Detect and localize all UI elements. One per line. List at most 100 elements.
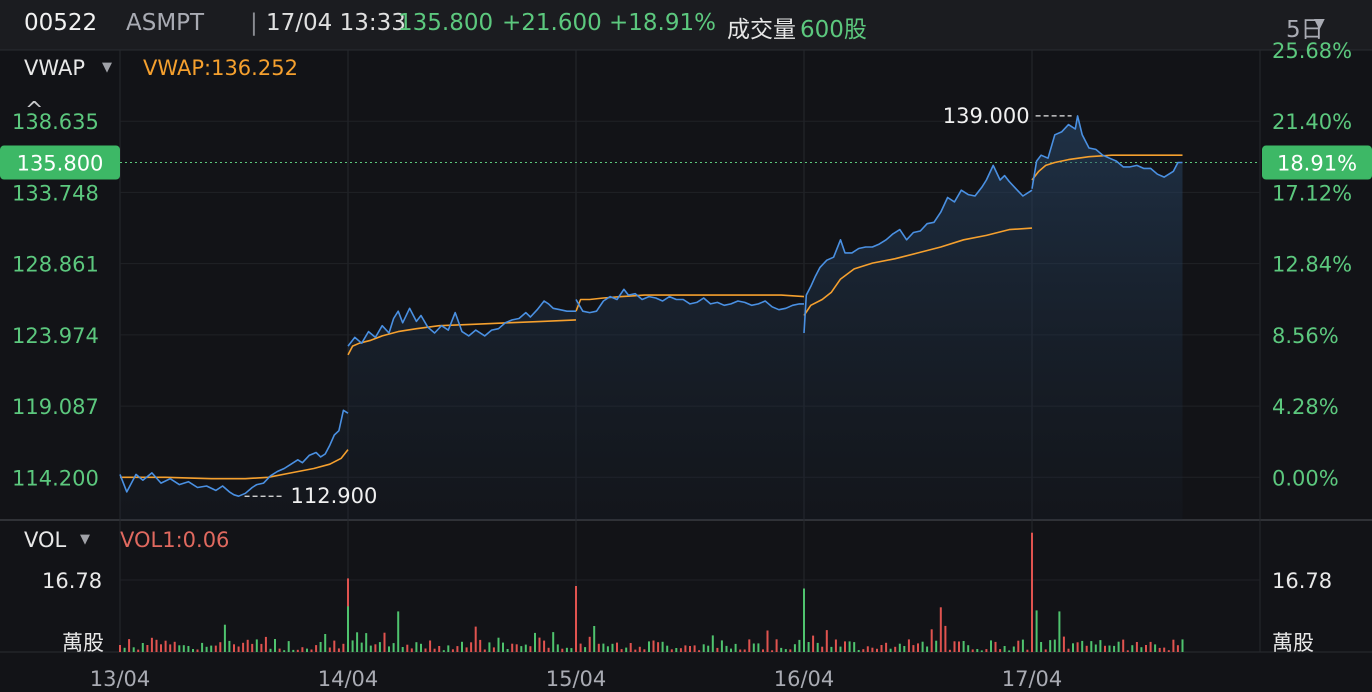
volume-bars bbox=[119, 532, 1184, 652]
volume-bar bbox=[223, 624, 226, 652]
period-selector[interactable]: 5日 bbox=[1286, 17, 1324, 43]
volume-bar bbox=[1053, 639, 1056, 652]
volume-bar bbox=[666, 645, 669, 652]
collapse-icon[interactable]: ^ bbox=[25, 98, 44, 123]
volume-bar bbox=[306, 648, 308, 652]
volume-bar bbox=[1003, 646, 1006, 652]
volume-bar bbox=[420, 643, 422, 652]
last-price: 135.800 bbox=[398, 10, 494, 36]
volume-bar bbox=[182, 645, 185, 652]
volume-bar bbox=[575, 586, 577, 652]
vwap-value: VWAP:136.252 bbox=[143, 56, 298, 80]
volume-bar bbox=[898, 643, 901, 652]
volume-bar bbox=[365, 633, 368, 652]
volume-bar bbox=[237, 646, 240, 652]
volume-bar bbox=[634, 649, 637, 652]
volume-bar bbox=[369, 645, 372, 652]
volume-bar bbox=[1044, 649, 1047, 652]
volume-bar bbox=[538, 637, 541, 652]
volume-bar bbox=[502, 642, 504, 652]
pct-tick-label: 17.12% bbox=[1272, 181, 1352, 205]
price-tick-label: 128.861 bbox=[12, 253, 99, 277]
volume-bar bbox=[388, 646, 390, 652]
pct-tick-label: 25.68% bbox=[1272, 39, 1352, 63]
current-price-badge bbox=[0, 145, 120, 180]
volume-bar bbox=[720, 640, 723, 652]
volume-bar bbox=[1076, 642, 1079, 652]
volume-bar bbox=[935, 640, 938, 652]
volume-bar bbox=[1021, 639, 1024, 652]
volume-indicator-selector[interactable]: VOL bbox=[24, 528, 67, 552]
volume-bar bbox=[1049, 640, 1052, 652]
vwap-line bbox=[120, 449, 349, 480]
x-tick-label: 14/04 bbox=[318, 667, 379, 691]
volume-bar bbox=[228, 640, 231, 652]
volume-bar bbox=[739, 649, 742, 652]
vol-tick-label-right: 16.78 bbox=[1272, 569, 1332, 593]
price-line bbox=[347, 300, 576, 347]
vol-tick-label: 16.78 bbox=[42, 569, 102, 593]
volume-bar bbox=[661, 641, 664, 652]
volume-bar bbox=[351, 640, 354, 652]
volume-bar bbox=[853, 642, 856, 652]
volume-bar bbox=[725, 645, 728, 652]
price-line bbox=[1031, 115, 1183, 189]
volume-bar bbox=[392, 643, 395, 652]
volume-bar bbox=[214, 645, 217, 652]
volume-bar bbox=[1135, 642, 1138, 652]
volume-bar bbox=[894, 646, 897, 652]
volume-bar bbox=[515, 644, 518, 652]
volume-bar bbox=[488, 642, 491, 652]
volume-bar bbox=[953, 641, 956, 652]
current-pct-badge bbox=[1262, 145, 1372, 180]
volume-bar bbox=[356, 632, 359, 652]
volume-bar bbox=[319, 642, 322, 652]
chevron-down-icon[interactable]: ▼ bbox=[1314, 16, 1325, 32]
chevron-down-icon[interactable]: ▼ bbox=[102, 60, 112, 75]
vol-unit-label-right: 萬股 bbox=[1272, 631, 1314, 655]
volume-bar bbox=[492, 647, 495, 652]
volume-bar bbox=[561, 648, 564, 652]
volume-bar bbox=[684, 645, 687, 652]
volume-bar bbox=[465, 647, 468, 652]
volume-bar bbox=[825, 630, 828, 652]
price-tick-label: 123.974 bbox=[12, 324, 99, 348]
volume-bar bbox=[410, 648, 413, 652]
min-price-label: 112.900 bbox=[291, 484, 378, 508]
volume-bar bbox=[679, 648, 682, 652]
volume-bar bbox=[620, 649, 623, 652]
volume-bar bbox=[534, 632, 536, 652]
volume-bar bbox=[976, 649, 979, 652]
volume-bar bbox=[342, 643, 345, 652]
volume-bar bbox=[543, 640, 546, 652]
volume-bar bbox=[743, 649, 746, 652]
volume-bar bbox=[821, 646, 824, 652]
volume-bar bbox=[246, 639, 249, 652]
volume-bar bbox=[689, 646, 691, 652]
volume-bar bbox=[278, 648, 281, 652]
volume-bar bbox=[1108, 645, 1111, 652]
chevron-down-icon[interactable]: ▼ bbox=[80, 532, 90, 547]
volume-bar bbox=[497, 637, 500, 652]
volume-bar bbox=[461, 641, 463, 652]
volume-bar bbox=[333, 640, 336, 652]
volume-bar bbox=[570, 648, 573, 652]
volume-bar bbox=[128, 639, 131, 652]
volume-bar bbox=[784, 649, 787, 652]
volume-bar bbox=[347, 606, 349, 652]
indicator-selector[interactable]: VWAP bbox=[24, 56, 86, 80]
volume-bar bbox=[429, 640, 432, 652]
volume-bar bbox=[629, 643, 632, 652]
volume-bar bbox=[926, 646, 929, 652]
pct-tick-label: 8.56% bbox=[1272, 324, 1339, 348]
volume-bar bbox=[917, 643, 919, 652]
pct-tick-label: 21.40% bbox=[1272, 110, 1352, 134]
price-line bbox=[803, 164, 1033, 334]
quote-datetime: 17/04 13:33 bbox=[266, 10, 406, 36]
volume-bar bbox=[169, 644, 172, 652]
volume-bar bbox=[274, 639, 276, 652]
volume-bar bbox=[1158, 647, 1161, 652]
stock-code: 00522 bbox=[24, 10, 98, 36]
volume-bar bbox=[296, 649, 299, 652]
